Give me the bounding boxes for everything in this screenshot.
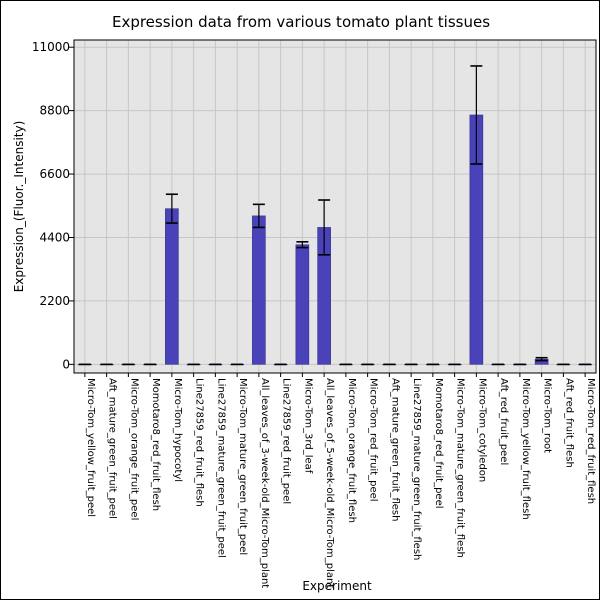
y-tick-label: 4400 bbox=[39, 230, 70, 244]
x-tick-label: Aft_mature_green_fruit_flesh bbox=[389, 378, 400, 521]
y-tick-label: 0 bbox=[62, 357, 70, 371]
x-tick-label: Momotaro8_red_fruit_peel bbox=[433, 378, 444, 509]
x-tick-label: Micro-Tom_red_fruit_peel bbox=[368, 378, 379, 502]
x-tick-label: Line27859_red_fruit_peel bbox=[281, 378, 292, 504]
plot-border bbox=[73, 39, 597, 374]
x-tick-label: Line27859_mature_green_fruit_flesh bbox=[411, 378, 422, 560]
y-tick-label: 2200 bbox=[39, 294, 70, 308]
bar bbox=[295, 244, 310, 365]
y-axis-label: Expression_(Fluor._Intensity) bbox=[12, 121, 26, 293]
x-axis-label: Experiment bbox=[302, 579, 372, 593]
x-tick-label: Micro-Tom_orange_fruit_peel bbox=[128, 378, 139, 520]
x-tick-label: Micro-Tom_cotyledon bbox=[476, 378, 487, 482]
y-axis-ticks: 0 2200 4400 6600 8800 11000 bbox=[32, 40, 74, 371]
plot-area bbox=[74, 40, 596, 373]
x-tick-label: Micro-Tom_hypocotyl bbox=[172, 378, 183, 482]
x-axis-ticks: Micro-Tom_yellow_fruit_peel Aft_mature_gr… bbox=[84, 373, 596, 588]
y-tick-label: 6600 bbox=[39, 167, 70, 181]
x-tick-label: Aft_red_fruit_peel bbox=[498, 378, 509, 465]
bars bbox=[78, 114, 592, 366]
x-tick-label: All_leaves_of_3-week-old_Micro-Tom_plant bbox=[259, 378, 270, 588]
chart-title: Expression data from various tomato plan… bbox=[112, 13, 490, 31]
y-tick-label: 11000 bbox=[32, 40, 70, 54]
x-tick-label: Micro-Tom_yellow_fruit_peel bbox=[85, 378, 96, 517]
x-tick-label: Micro-Tom_red_fruit_flesh bbox=[585, 378, 596, 504]
x-tick-label: Micro-Tom_mature_green_fruit_flesh bbox=[455, 378, 466, 558]
x-tick-label: Micro-Tom_mature_green_fruit_peel bbox=[237, 378, 248, 555]
error-bars bbox=[78, 65, 592, 366]
x-tick-label: All_leaves_of_5-week-old_Micro-Tom_plant bbox=[324, 378, 335, 588]
y-tick-label: 8800 bbox=[39, 104, 70, 118]
x-tick-label: Micro-Tom_root bbox=[542, 378, 553, 453]
x-tick-label: Micro-Tom_3rd_leaf bbox=[302, 378, 313, 474]
x-tick-label: Micro-Tom_yellow_fruit_flesh bbox=[520, 378, 531, 520]
x-tick-label: Line27859_mature_green_fruit_peel bbox=[215, 378, 226, 558]
bar bbox=[252, 215, 266, 365]
x-tick-label: Line27859_red_fruit_flesh bbox=[194, 378, 205, 507]
x-tick-label: Aft_red_fruit_flesh bbox=[563, 378, 574, 468]
x-tick-label: Micro-Tom_orange_fruit_flesh bbox=[346, 378, 357, 523]
bar bbox=[165, 208, 179, 365]
x-tick-label: Aft_mature_green_fruit_peel bbox=[107, 378, 118, 519]
x-tick-label: Momotaro8_red_fruit_flesh bbox=[150, 378, 161, 511]
